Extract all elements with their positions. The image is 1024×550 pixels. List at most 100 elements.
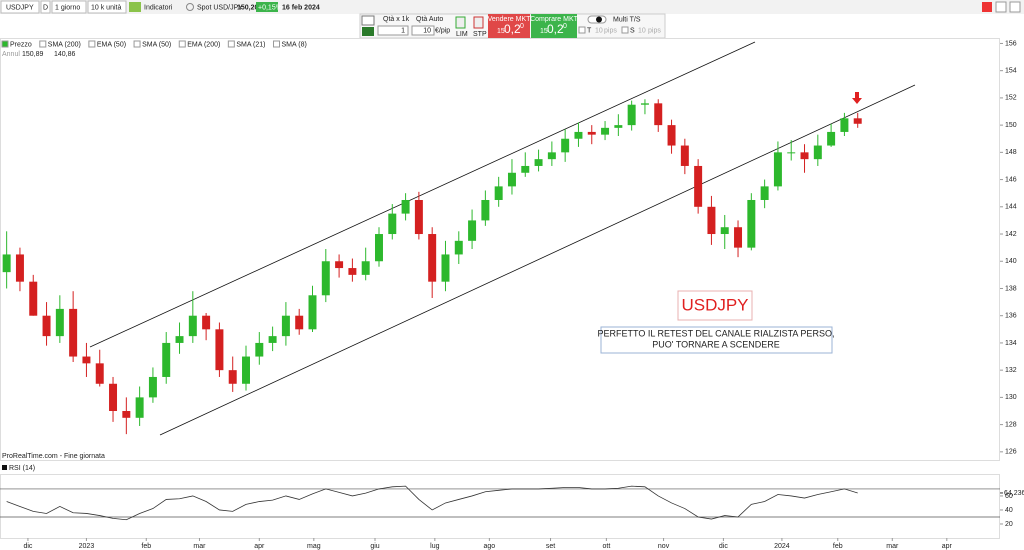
calc-icon[interactable]	[362, 27, 374, 36]
candle-body	[162, 342, 171, 377]
quantity-box[interactable]	[87, 0, 127, 14]
note-box[interactable]	[600, 326, 833, 354]
indicators-icon[interactable]	[129, 2, 141, 12]
rsi-tick-label: 40	[1005, 507, 1013, 514]
legend-item: EMA (200)	[187, 41, 220, 48]
candle-body	[853, 118, 862, 124]
candle-body	[694, 165, 703, 207]
y-tick-label: 134	[1005, 340, 1017, 347]
candle-body	[680, 145, 689, 166]
s-check[interactable]	[621, 26, 629, 34]
candle-body	[667, 125, 676, 146]
stp[interactable]: STP	[473, 31, 487, 38]
candle-body	[561, 138, 570, 153]
y-tick-label: 152	[1005, 95, 1017, 102]
legend-check	[178, 40, 186, 48]
candle-body	[707, 206, 716, 235]
edit-icon[interactable]	[361, 15, 375, 26]
legend-mode: Annul	[2, 51, 20, 58]
candle-body	[335, 261, 344, 269]
x-tick-label: feb	[833, 543, 843, 550]
qty: 1	[401, 27, 405, 34]
rsi-panel	[0, 474, 1000, 539]
y-tick-label: 130	[1005, 394, 1017, 401]
t-unit: pips	[604, 27, 617, 34]
s-label: S	[630, 27, 635, 34]
y-tick-label: 142	[1005, 231, 1017, 238]
x-tick-label: ott	[602, 543, 610, 550]
x-tick-label: dic	[23, 543, 32, 550]
candle-body	[734, 227, 743, 248]
qty-input[interactable]	[377, 25, 409, 36]
channel-lower[interactable]	[159, 84, 916, 436]
candle-body	[454, 240, 463, 255]
candle-body	[840, 118, 849, 132]
buy-big: 15	[540, 28, 548, 35]
candle-body	[587, 131, 596, 135]
candle-body	[228, 370, 237, 384]
buy-label: Comprare MKT	[530, 16, 579, 23]
indicators[interactable]: Indicatori	[144, 4, 173, 11]
y-tick-label: 156	[1005, 40, 1017, 47]
x-tick-label: mag	[307, 543, 321, 550]
sell-button[interactable]	[488, 14, 530, 38]
x-tick-label: 2023	[79, 543, 95, 550]
candle-body	[414, 199, 423, 235]
y-tick-label: 128	[1005, 421, 1017, 428]
y-tick-label: 126	[1005, 449, 1017, 456]
candle-body	[295, 315, 304, 330]
s-unit: pips	[648, 27, 661, 34]
buy-button[interactable]	[531, 14, 577, 38]
sell-mid: 0,2	[504, 22, 521, 36]
candle-body	[135, 397, 144, 418]
maximize[interactable]	[1009, 1, 1021, 13]
candle-body	[255, 342, 264, 357]
x-tick-label: ago	[484, 543, 496, 550]
y-tick-label: 148	[1005, 149, 1017, 156]
legend-check	[227, 40, 235, 48]
candle-body	[640, 103, 649, 105]
legend-item: SMA (21)	[236, 41, 265, 48]
channel-upper[interactable]	[89, 41, 756, 348]
t-label: T	[587, 27, 592, 34]
buy-mid: 0,2	[547, 22, 564, 36]
title-box[interactable]	[677, 290, 753, 321]
candle-body	[773, 152, 782, 187]
minimize[interactable]	[995, 1, 1007, 13]
s-value: 10	[638, 27, 646, 34]
legend-high: 150,89	[22, 51, 44, 58]
candle-body	[175, 336, 184, 343]
period-box[interactable]	[40, 0, 51, 14]
x-tick-label: nov	[658, 543, 670, 550]
window-icon[interactable]	[982, 2, 992, 12]
candle-body	[215, 329, 224, 371]
stp-icon[interactable]	[473, 16, 484, 29]
symbol-box[interactable]	[0, 0, 40, 14]
x-tick-label: mar	[886, 543, 899, 550]
candle-body	[574, 131, 583, 139]
candle-body	[787, 152, 796, 154]
sell-big: 15	[497, 28, 505, 35]
t-check[interactable]	[578, 26, 586, 34]
arrow-down[interactable]	[852, 92, 862, 104]
note-line: PERFETTO IL RETEST DEL CANALE RIALZISTA …	[598, 328, 835, 338]
candle-body	[242, 356, 250, 384]
legend-check	[39, 40, 47, 48]
candle-body	[202, 315, 211, 330]
source: ProRealTime.com - Fine giornata	[2, 453, 105, 460]
timeframe-box[interactable]	[51, 0, 87, 14]
lim[interactable]: LIM	[456, 31, 468, 38]
y-tick-label: 138	[1005, 285, 1017, 292]
price-panel	[0, 38, 1000, 461]
change-box	[256, 2, 278, 12]
info-icon[interactable]	[186, 3, 194, 11]
auto-qty-input[interactable]	[411, 25, 435, 36]
legend-check	[88, 40, 96, 48]
y-tick-label: 140	[1005, 258, 1017, 265]
t-value: 10	[595, 27, 603, 34]
lim-icon[interactable]	[455, 16, 466, 29]
candle-body	[375, 234, 383, 262]
legend-check	[133, 40, 141, 48]
price: 150,20	[237, 4, 259, 11]
quantity: 10 k unità	[91, 4, 121, 11]
